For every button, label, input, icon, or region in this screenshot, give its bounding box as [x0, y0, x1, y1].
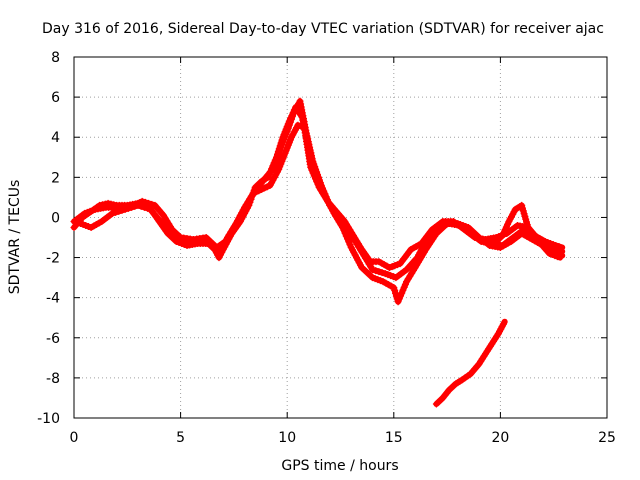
y-tick-label: 8 [51, 50, 60, 66]
data-point [284, 124, 292, 132]
y-tick-label: -8 [46, 371, 60, 387]
y-tick-label: 0 [51, 210, 60, 226]
data-point [140, 203, 148, 211]
data-point [108, 209, 116, 217]
y-tick-label: -10 [37, 411, 60, 427]
data-series [70, 97, 566, 408]
data-point [297, 122, 305, 130]
data-point [112, 208, 120, 216]
y-tick-label: -4 [46, 291, 60, 307]
data-point [128, 203, 136, 211]
data-point [552, 242, 560, 249]
data-point [134, 201, 142, 209]
grid-lines [74, 57, 607, 418]
x-tick-label: 15 [385, 430, 403, 446]
data-point [499, 320, 507, 328]
data-point [121, 205, 129, 213]
y-tick-label: -6 [46, 331, 60, 347]
data-point [378, 269, 386, 277]
satellite-trace-low [432, 318, 508, 408]
x-tick-label: 5 [176, 430, 185, 446]
y-tick-label: -2 [46, 251, 60, 267]
x-tick-label: 0 [70, 430, 79, 446]
data-point [372, 267, 380, 275]
data-point [137, 202, 145, 210]
y-tick-label: 6 [51, 90, 60, 106]
data-point [124, 204, 132, 212]
data-point [294, 121, 302, 129]
y-tick-label: 2 [51, 170, 60, 186]
plot-frame [73, 56, 608, 419]
satellite-trace-late-rise [486, 201, 566, 259]
data-point [555, 251, 563, 259]
data-point [115, 207, 123, 215]
x-axis: 0 5 10 15 20 25 [70, 57, 616, 446]
chart-title: Day 316 of 2016, Sidereal Day-to-day VTE… [42, 21, 604, 37]
x-tick-label: 20 [491, 430, 509, 446]
satellite-trace-main-b [70, 97, 566, 282]
y-axis: -10 -8 -6 -4 -2 0 2 4 6 8 [37, 50, 607, 427]
data-point [286, 118, 294, 126]
data-point [555, 243, 563, 250]
y-tick-label: 4 [51, 130, 60, 146]
satellite-trace-main-c [76, 121, 564, 272]
x-tick-label: 25 [598, 430, 616, 446]
data-point [144, 204, 152, 212]
x-tick-label: 10 [278, 430, 296, 446]
data-point [289, 112, 296, 120]
y-axis-label: SDTVAR / TECUs [7, 180, 23, 295]
x-axis-label: GPS time / hours [281, 458, 398, 474]
data-point [283, 127, 291, 135]
data-point [288, 115, 295, 123]
data-point [369, 266, 376, 274]
data-point [375, 268, 383, 276]
data-point [118, 206, 126, 214]
data-point [285, 121, 293, 129]
data-point [131, 202, 139, 210]
